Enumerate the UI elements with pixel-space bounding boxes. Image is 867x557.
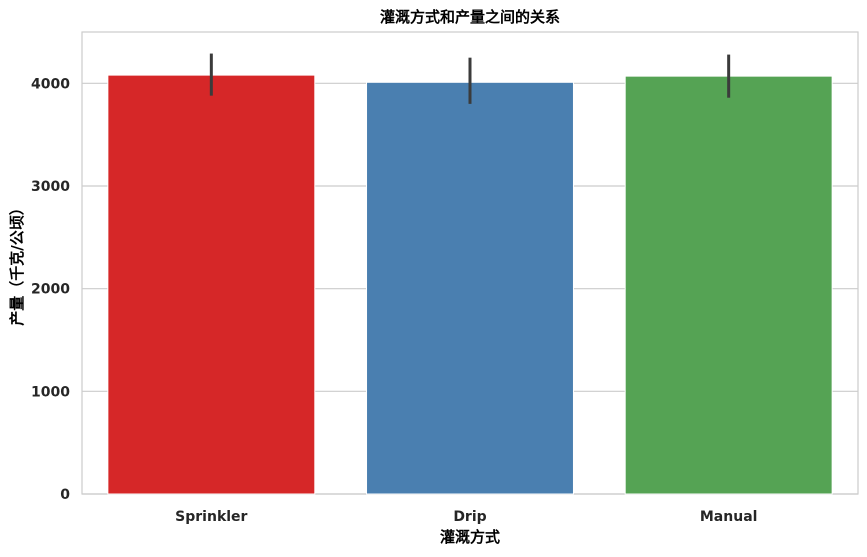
y-tick-label: 2000 xyxy=(31,282,70,298)
x-axis-ticks: Sprinkler Drip Manual xyxy=(175,509,757,525)
y-tick-label: 3000 xyxy=(31,179,70,195)
bar-drip xyxy=(366,81,574,495)
bar-sprinkler xyxy=(107,74,316,495)
bar-manual xyxy=(624,75,833,495)
y-axis-ticks: 0 1000 2000 3000 4000 xyxy=(31,76,70,503)
error-bars xyxy=(209,53,731,104)
x-axis-label: 灌溉方式 xyxy=(440,528,500,546)
x-tick-label-drip: Drip xyxy=(453,509,486,525)
y-tick-label: 1000 xyxy=(31,384,70,400)
bars xyxy=(107,74,833,495)
y-axis-label: 产量（千克/公顷） xyxy=(8,200,26,325)
chart-title: 灌溉方式和产量之间的关系 xyxy=(380,8,560,26)
x-tick-label-manual: Manual xyxy=(700,509,758,525)
y-tick-label: 4000 xyxy=(31,76,70,92)
x-tick-label-sprinkler: Sprinkler xyxy=(175,509,247,525)
y-tick-label: 0 xyxy=(60,487,70,503)
